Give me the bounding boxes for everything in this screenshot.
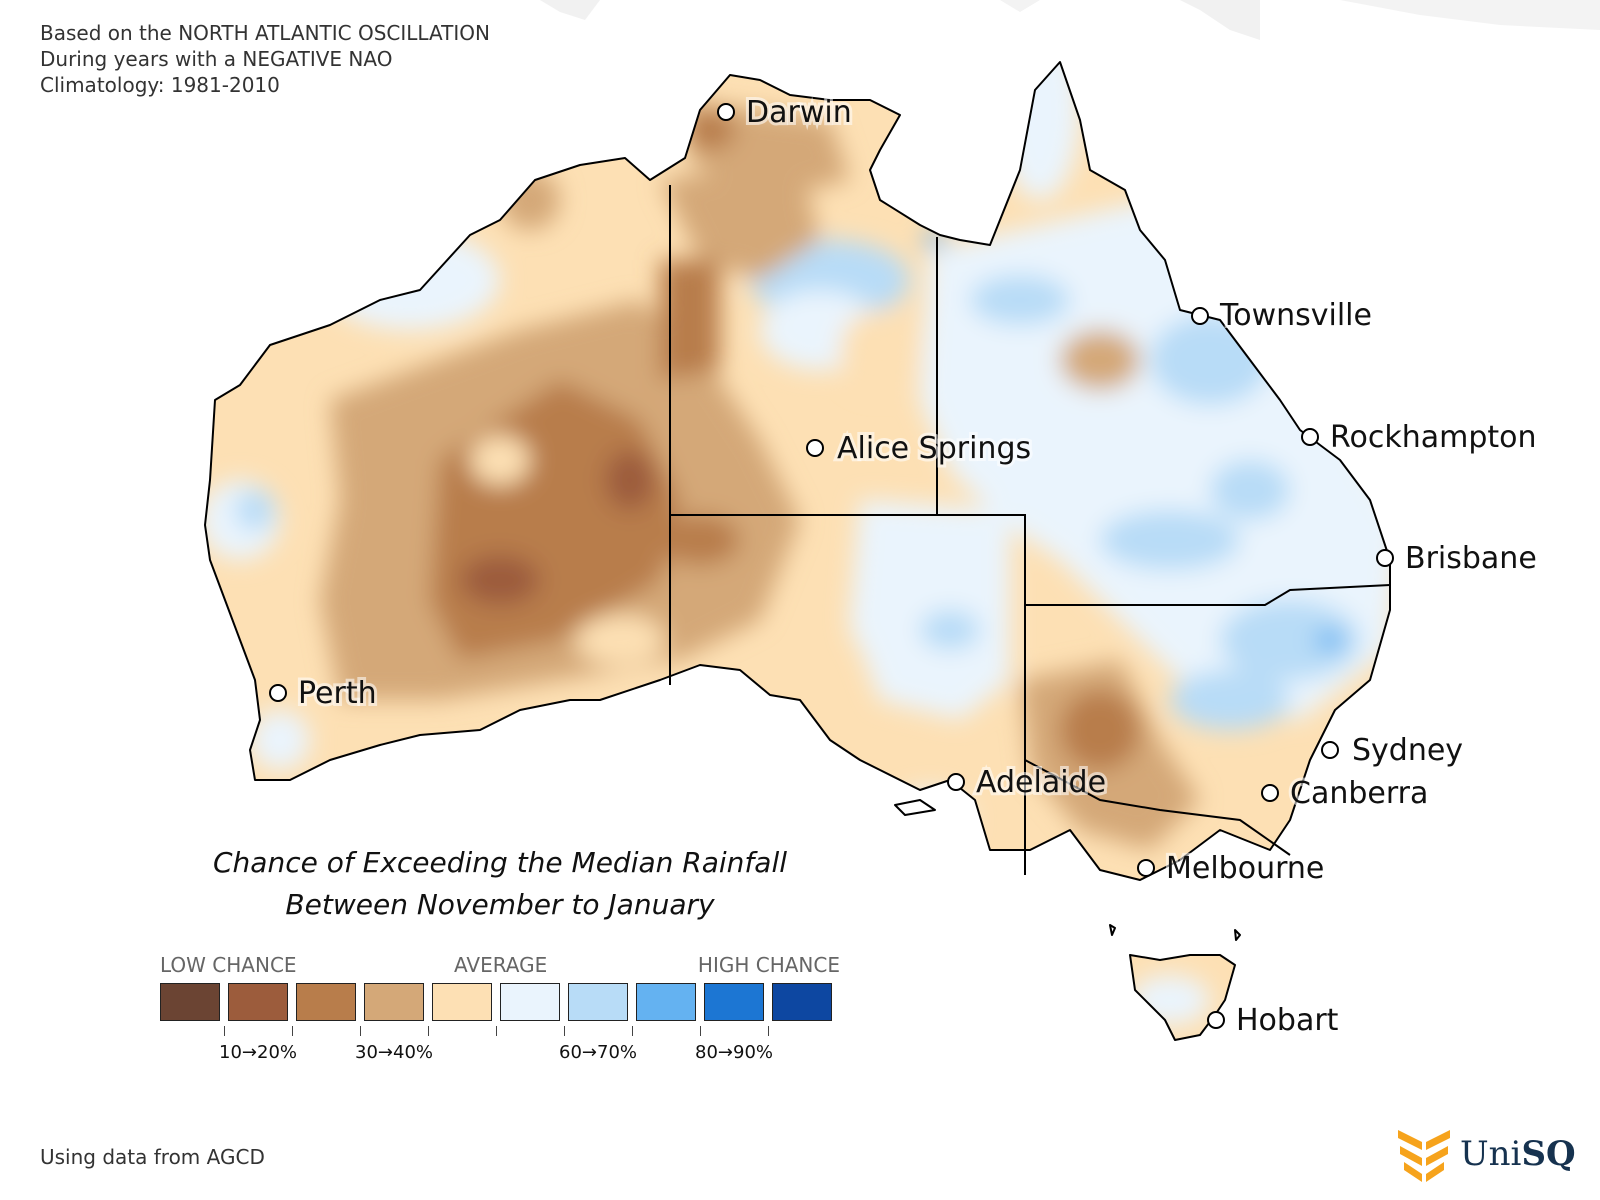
logo-text-sq: SQ — [1521, 1134, 1576, 1174]
city-label-townsville: Townsville — [1219, 298, 1372, 333]
color-legend — [160, 983, 840, 1025]
legend-tick — [632, 1026, 633, 1036]
city-label-adelaide: Adelaide — [976, 765, 1106, 800]
city-label-perth: Perth — [298, 676, 377, 711]
unisq-logo-text: UniSQ — [1460, 1134, 1576, 1174]
city-label-hobart: Hobart — [1236, 1003, 1339, 1038]
city-melbourne: Melbourne — [1137, 848, 1327, 889]
legend-tick — [224, 1026, 225, 1036]
legend-swatch — [432, 983, 492, 1021]
legend-tick — [360, 1026, 361, 1036]
legend-tick — [496, 1026, 497, 1036]
background-landmass — [540, 0, 1600, 40]
state-borders — [669, 185, 1391, 875]
legend-swatch — [636, 983, 696, 1021]
legend-tick — [292, 1026, 293, 1036]
city-perth: Perth — [269, 673, 380, 714]
header-line-1: Based on the NORTH ATLANTIC OSCILLATION — [40, 21, 490, 45]
city-adelaide: Adelaide — [947, 762, 1109, 803]
legend-category-labels: LOW CHANCE AVERAGE HIGH CHANCE — [160, 953, 840, 979]
city-canberra: Canberra — [1261, 773, 1431, 814]
legend-swatch — [228, 983, 288, 1021]
city-label-rockhampton: Rockhampton — [1330, 420, 1537, 455]
legend-tick-label: 30→40% — [355, 1042, 433, 1063]
legend-tick-label: 10→20% — [219, 1042, 297, 1063]
chart-title: Chance of Exceeding the Median Rainfall … — [150, 842, 850, 926]
city-label-darwin: Darwin — [746, 95, 852, 130]
city-hobart: Hobart — [1207, 1000, 1342, 1041]
city-darwin: Darwin — [717, 92, 855, 133]
legend-tick — [564, 1026, 565, 1036]
chart-title-line-1: Chance of Exceeding the Median Rainfall — [213, 846, 787, 879]
legend-tick-label: 60→70% — [559, 1042, 637, 1063]
header-line-2: During years with a NEGATIVE NAO — [40, 47, 393, 71]
chart-title-line-2: Between November to January — [285, 888, 715, 921]
city-sydney: Sydney — [1321, 730, 1466, 771]
city-alice-springs: Alice Springs — [806, 428, 1034, 469]
legend-high-label: HIGH CHANCE — [697, 953, 840, 977]
legend-swatch — [296, 983, 356, 1021]
city-brisbane: Brisbane — [1376, 538, 1540, 579]
city-townsville: Townsville — [1191, 295, 1375, 336]
legend-tick — [428, 1026, 429, 1036]
legend-swatch — [364, 983, 424, 1021]
legend-tick — [700, 1026, 701, 1036]
legend-tick — [768, 1026, 769, 1036]
legend-tick-label: 80→90% — [695, 1042, 773, 1063]
legend-low-label: LOW CHANCE — [160, 953, 297, 977]
legend-swatch — [704, 983, 764, 1021]
legend-average-label: AVERAGE — [454, 953, 548, 977]
city-label-melbourne: Melbourne — [1166, 851, 1324, 886]
legend-swatch — [500, 983, 560, 1021]
city-label-sydney: Sydney — [1352, 733, 1463, 768]
map-header: Based on the NORTH ATLANTIC OSCILLATION … — [40, 20, 490, 98]
legend-swatch — [568, 983, 628, 1021]
legend-swatch — [160, 983, 220, 1021]
city-label-brisbane: Brisbane — [1405, 541, 1537, 576]
unisq-logo-icon — [1398, 1130, 1450, 1182]
legend-swatch — [772, 983, 832, 1021]
city-markers: Darwin Townsville Alice Springs Rockhamp… — [269, 92, 1540, 1041]
city-label-alice-springs: Alice Springs — [837, 431, 1031, 466]
city-label-canberra: Canberra — [1290, 776, 1428, 811]
unisq-logo: UniSQ — [1394, 1124, 1576, 1190]
data-source: Using data from AGCD — [40, 1145, 265, 1169]
logo-text-uni: Uni — [1460, 1134, 1522, 1174]
header-line-3: Climatology: 1981-2010 — [40, 73, 280, 97]
city-rockhampton: Rockhampton — [1301, 417, 1540, 458]
